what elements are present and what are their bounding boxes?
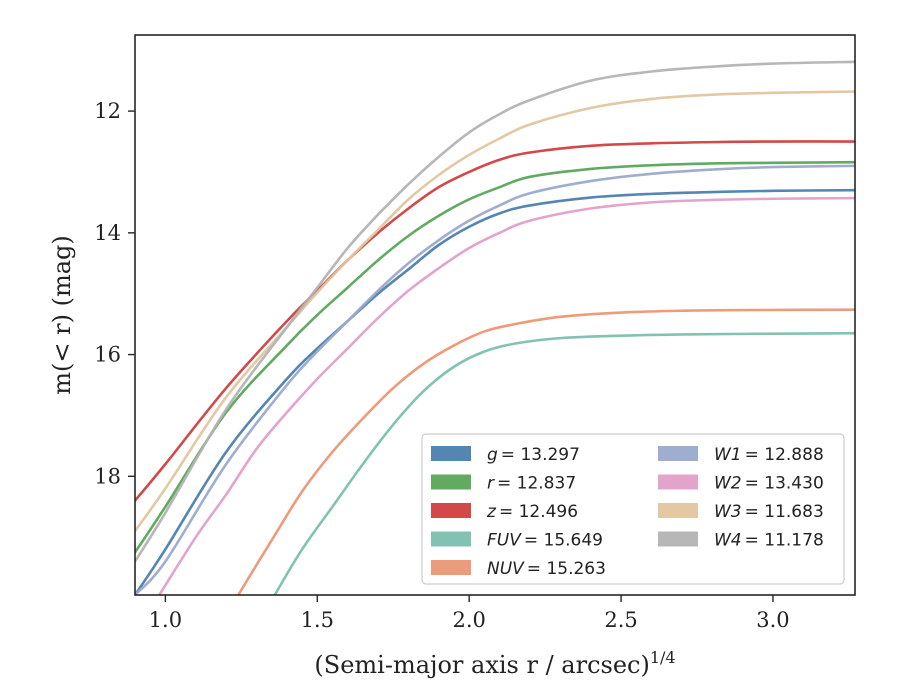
legend-entry-w2: W2 = 13.430 — [658, 474, 824, 494]
legend-swatch — [431, 560, 471, 575]
legend-entry-fuv: FUV = 15.649 — [431, 531, 603, 551]
legend-swatch — [658, 503, 698, 518]
y-tick-label: 14 — [94, 221, 121, 245]
plot-frame — [134, 34, 856, 596]
x-tick-label: 1.5 — [301, 608, 334, 632]
x-tick-label: 3.0 — [756, 608, 789, 632]
y-axis-label: m(< r) (mag) — [48, 235, 76, 394]
legend-label: g = 13.297 — [487, 445, 580, 465]
series-line-z — [135, 140, 855, 502]
legend-label: r = 12.837 — [487, 474, 576, 494]
series-layer — [135, 60, 855, 595]
legend-swatch — [658, 474, 698, 490]
y-tick-label: 16 — [94, 343, 121, 367]
legend-label: z = 12.496 — [486, 502, 578, 522]
legend-entries: g = 13.297 r = 12.837 z = 12.496 FUV = 15.649 NU… — [431, 445, 824, 579]
legend-entry-w3: W3 = 11.683 — [658, 502, 824, 522]
legend-box — [421, 433, 845, 585]
x-axis: 1.0 1.5 2.0 2.5 3.0 — [149, 595, 790, 632]
legend-label: NUV = 15.263 — [487, 559, 606, 579]
legend-swatch — [658, 446, 698, 461]
legend-label: FUV = 15.649 — [487, 531, 603, 551]
x-axis-label: (Semi-major axis r / arcsec)1/4 — [314, 648, 675, 679]
legend-swatch — [431, 531, 471, 547]
legend-swatch — [431, 503, 471, 518]
y-tick-label: 12 — [94, 99, 121, 123]
legend-swatch — [658, 531, 698, 547]
series-line-w1 — [135, 164, 855, 595]
legend-entry-w4: W4 = 11.178 — [658, 531, 824, 551]
legend-label: W4 = 11.178 — [714, 531, 824, 551]
x-tick-label: 1.0 — [149, 608, 182, 632]
x-tick-label: 2.0 — [452, 608, 485, 632]
legend-entry-g: g = 13.297 — [431, 445, 580, 465]
legend-label: W2 = 13.430 — [714, 474, 824, 494]
legend-entry-w1: W1 = 12.888 — [658, 445, 824, 465]
y-tick-label: 18 — [94, 464, 121, 488]
legend-swatch — [431, 446, 471, 461]
series-line-g — [135, 188, 855, 595]
series-line-w4 — [135, 60, 855, 563]
legend-label: W1 = 12.888 — [714, 445, 824, 465]
legend-entry-nuv: NUV = 15.263 — [431, 559, 606, 579]
series-line-nuv — [236, 308, 855, 595]
x-tick-label: 2.5 — [604, 608, 637, 632]
legend-entry-z: z = 12.496 — [431, 502, 578, 522]
legend-label: W3 = 11.683 — [714, 502, 824, 522]
series-line-w2 — [158, 196, 855, 595]
y-axis: 12 14 16 18 — [94, 99, 135, 488]
legend-swatch — [431, 474, 471, 490]
legend: g = 13.297 r = 12.837 z = 12.496 FUV = 15.649 NU… — [421, 433, 845, 585]
series-line-fuv — [273, 331, 855, 595]
series-line-r — [135, 160, 855, 554]
x-axis-label-superscript: 1/4 — [650, 648, 676, 667]
legend-entry-r: r = 12.837 — [431, 474, 576, 494]
series-line-w3 — [135, 90, 855, 533]
